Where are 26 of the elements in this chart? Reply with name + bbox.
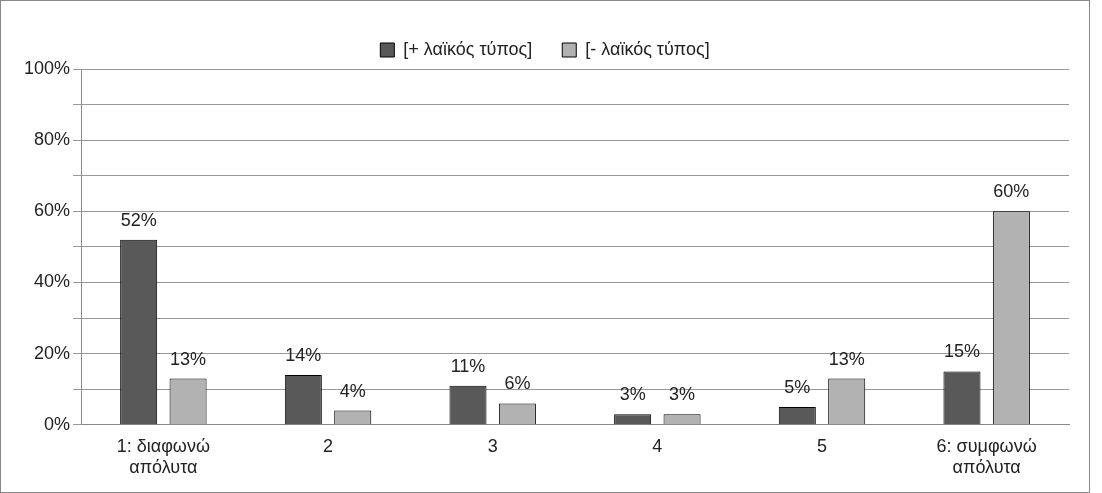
y-tick-label: 0% [44,413,71,434]
data-label: 5% [784,376,811,397]
y-tick-label: 40% [34,271,71,292]
y-tick-label: 100% [23,57,71,78]
legend-label: [- λαϊκός τύπος] [585,38,710,59]
x-tick-label: 2 [323,435,334,456]
data-label: 52% [120,209,157,230]
x-tick-label: 5 [817,435,828,456]
data-label: 13% [170,348,207,369]
data-label: 3% [669,384,696,405]
data-label: 6% [504,373,531,394]
y-tick-label: 60% [34,200,71,221]
y-tick-label: 20% [34,342,71,363]
y-tick-label: 80% [34,129,71,150]
x-tick-label: 6: συμφωνώ απόλυτα [936,435,1037,478]
data-label: 60% [993,181,1030,202]
x-tick-label: 4 [652,435,663,456]
data-label: 3% [619,384,646,405]
data-label: 13% [828,348,865,369]
data-label: 14% [285,344,322,365]
x-tick-label: 3 [487,435,498,456]
data-label: 11% [450,355,486,376]
legend-label: [+ λαϊκός τύπος] [403,38,533,59]
x-tick-label: 1: διαφωνώ απόλυτα [116,435,210,478]
data-label: 15% [943,341,980,362]
data-label: 4% [339,380,366,401]
